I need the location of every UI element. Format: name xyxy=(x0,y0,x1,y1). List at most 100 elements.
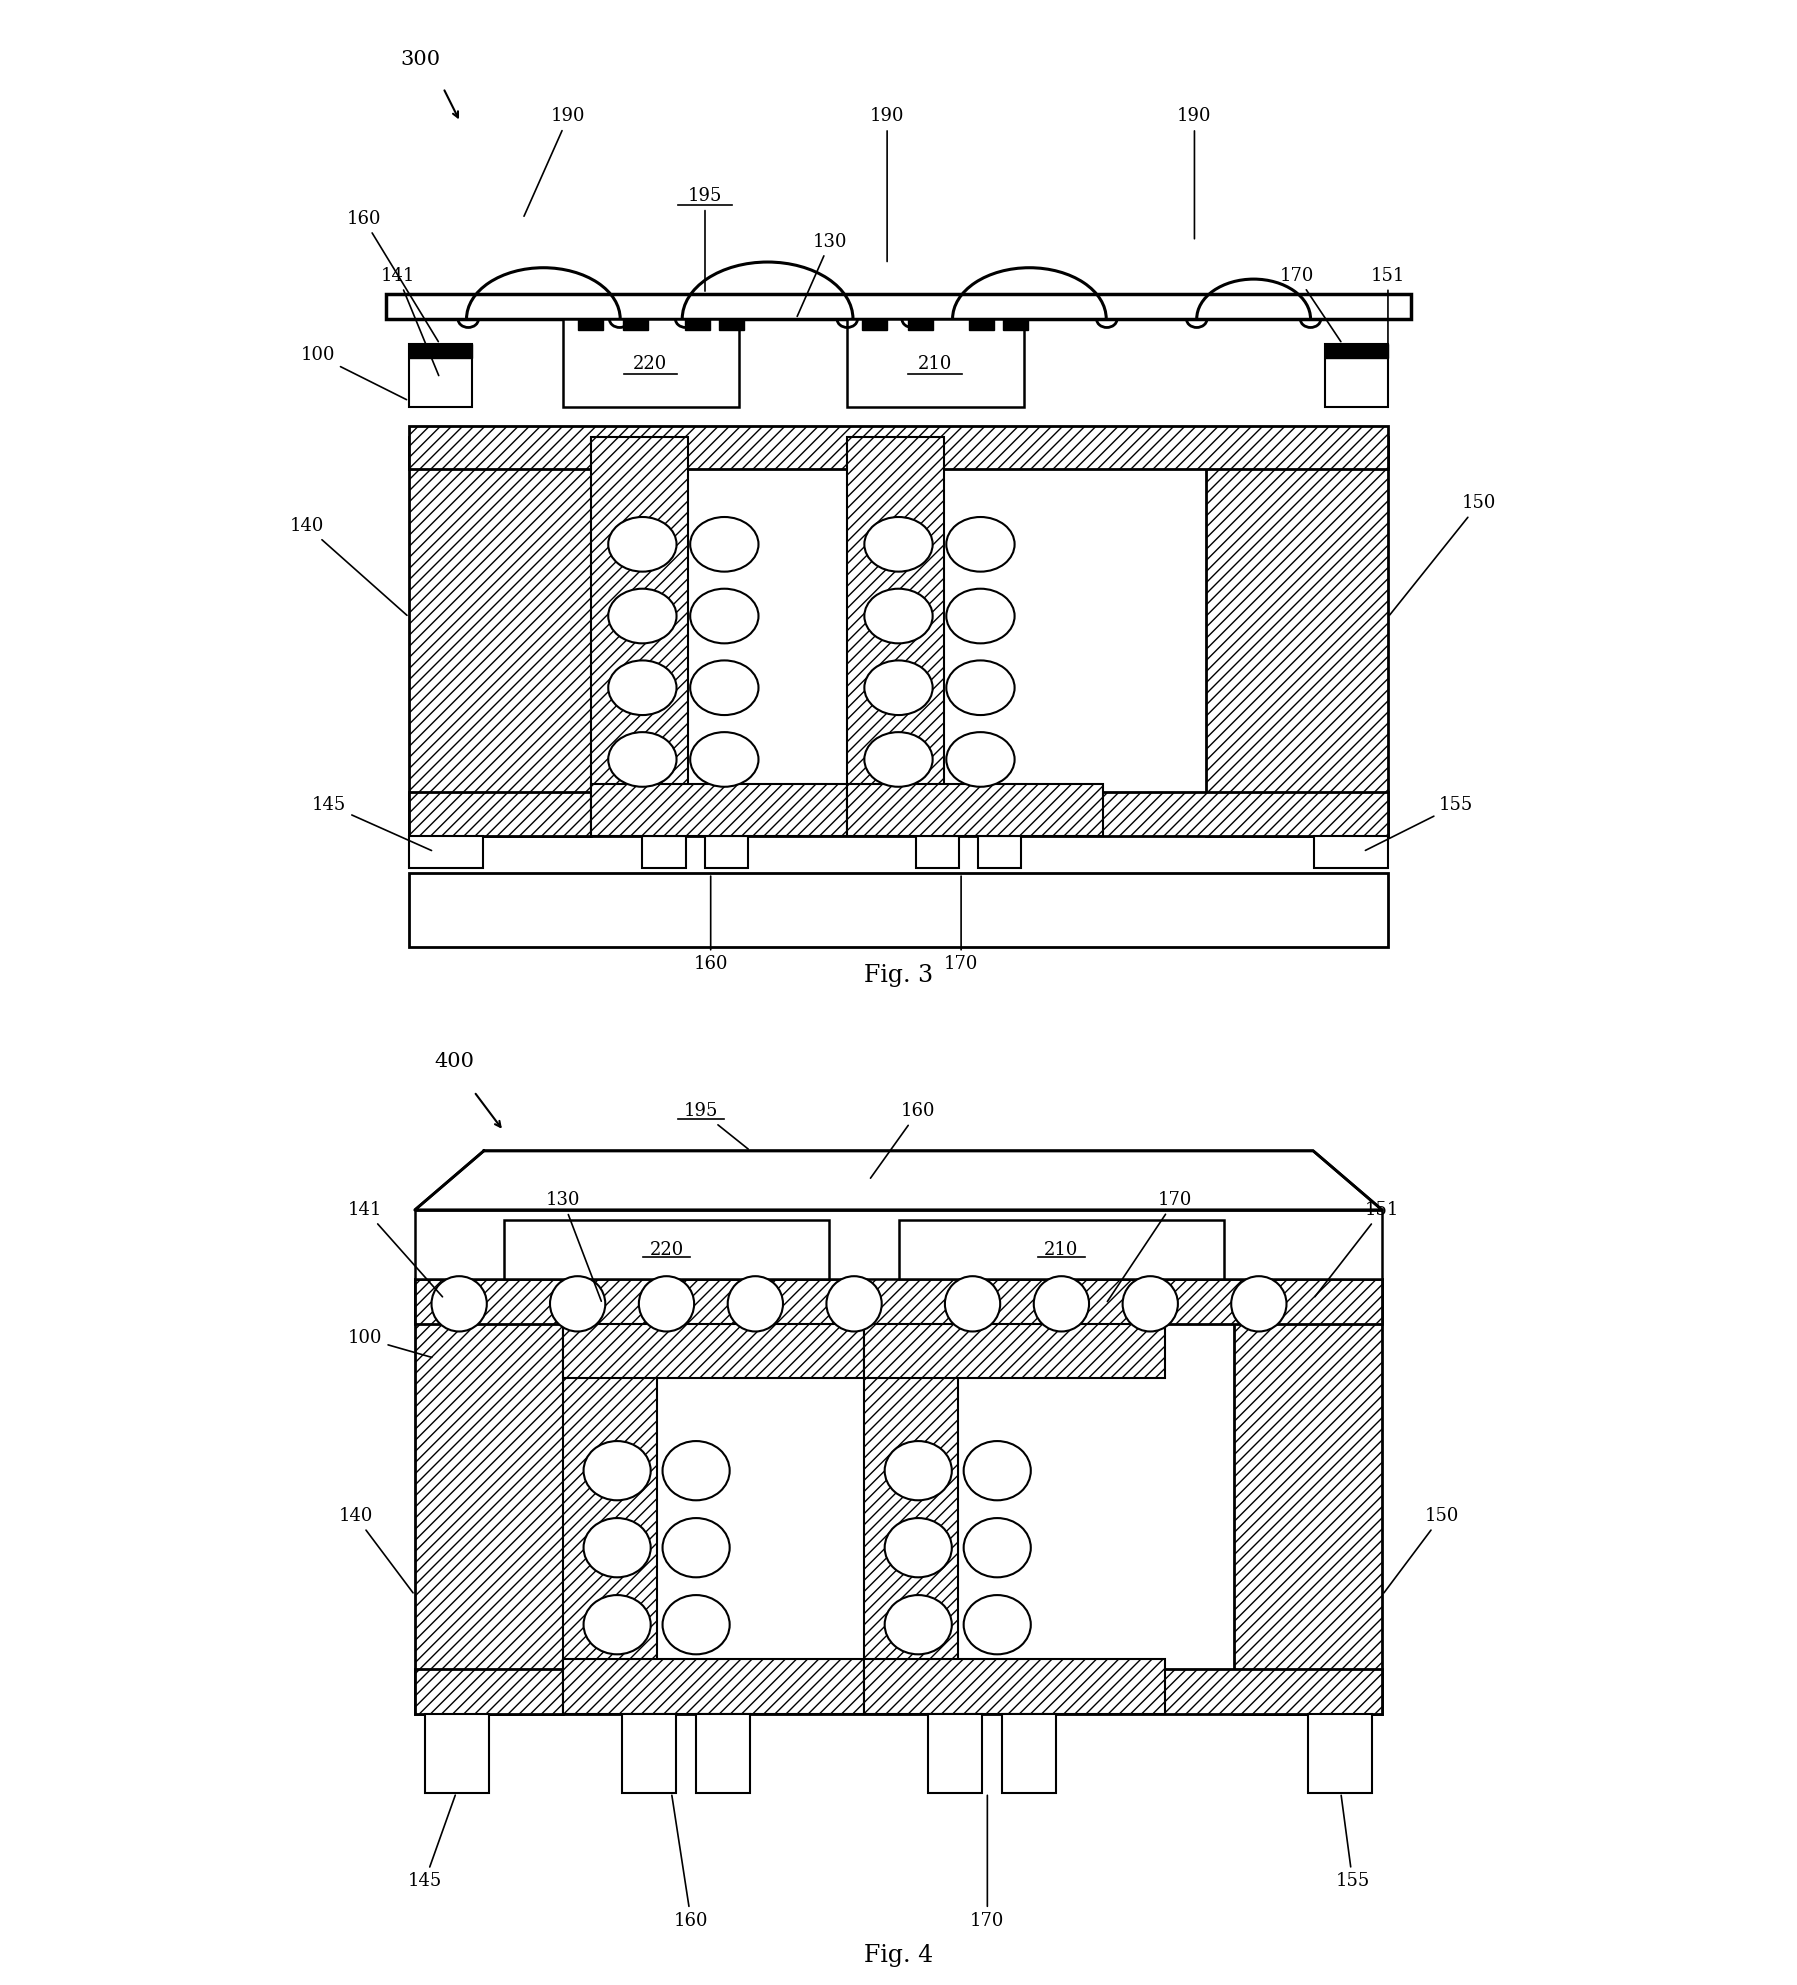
Ellipse shape xyxy=(963,1519,1031,1578)
Text: 100: 100 xyxy=(300,345,406,399)
Ellipse shape xyxy=(827,1276,882,1332)
Bar xyxy=(622,1713,676,1792)
Bar xyxy=(1326,343,1387,407)
Bar xyxy=(1314,836,1387,867)
Ellipse shape xyxy=(864,590,933,643)
Bar xyxy=(562,320,739,407)
Bar xyxy=(577,320,602,330)
Text: 220: 220 xyxy=(649,1241,683,1258)
Ellipse shape xyxy=(431,1276,487,1332)
Bar xyxy=(415,1278,1382,1324)
Bar xyxy=(1235,1278,1382,1713)
Ellipse shape xyxy=(640,1276,694,1332)
Text: 141: 141 xyxy=(349,1201,442,1296)
Text: 190: 190 xyxy=(1177,107,1211,238)
Ellipse shape xyxy=(690,590,758,643)
Text: 151: 151 xyxy=(1315,1201,1400,1296)
Ellipse shape xyxy=(864,516,933,572)
Bar xyxy=(410,437,591,836)
Bar xyxy=(1206,437,1387,836)
Text: Fig. 4: Fig. 4 xyxy=(864,1943,933,1967)
Ellipse shape xyxy=(884,1519,952,1578)
Ellipse shape xyxy=(947,590,1015,643)
Ellipse shape xyxy=(607,590,676,643)
Text: 195: 195 xyxy=(685,1102,748,1149)
Text: 100: 100 xyxy=(349,1330,431,1358)
Bar xyxy=(591,784,846,836)
Bar xyxy=(562,1278,656,1713)
Text: 150: 150 xyxy=(1389,494,1497,615)
Text: 400: 400 xyxy=(435,1052,474,1072)
Text: 170: 170 xyxy=(970,1794,1005,1929)
Bar xyxy=(685,320,710,330)
Text: 151: 151 xyxy=(1371,266,1405,353)
Ellipse shape xyxy=(584,1441,651,1501)
Ellipse shape xyxy=(947,661,1015,715)
Polygon shape xyxy=(415,1151,1382,1211)
Ellipse shape xyxy=(690,661,758,715)
Bar xyxy=(695,1713,751,1792)
Bar xyxy=(562,1324,864,1378)
Ellipse shape xyxy=(963,1441,1031,1501)
Ellipse shape xyxy=(607,516,676,572)
Bar xyxy=(864,1324,1164,1378)
Ellipse shape xyxy=(864,661,933,715)
Ellipse shape xyxy=(690,732,758,786)
Ellipse shape xyxy=(663,1596,730,1654)
Ellipse shape xyxy=(947,516,1015,572)
Ellipse shape xyxy=(728,1276,783,1332)
Text: 170: 170 xyxy=(1279,266,1341,341)
Ellipse shape xyxy=(690,516,758,572)
Text: 155: 155 xyxy=(1366,796,1474,850)
Text: 160: 160 xyxy=(870,1102,936,1179)
Text: Fig. 3: Fig. 3 xyxy=(864,965,933,987)
Ellipse shape xyxy=(963,1596,1031,1654)
Bar xyxy=(916,836,960,867)
Ellipse shape xyxy=(884,1596,952,1654)
Ellipse shape xyxy=(864,732,933,786)
Text: 130: 130 xyxy=(546,1191,602,1302)
Bar xyxy=(864,1659,1164,1713)
Bar xyxy=(927,1713,983,1792)
Bar xyxy=(846,784,1103,836)
Ellipse shape xyxy=(947,732,1015,786)
Bar xyxy=(415,1211,1382,1278)
Text: 220: 220 xyxy=(633,355,667,373)
Bar xyxy=(410,343,471,407)
Text: 300: 300 xyxy=(401,50,440,69)
Ellipse shape xyxy=(550,1276,606,1332)
Bar xyxy=(415,1669,1382,1713)
Bar xyxy=(704,836,748,867)
Text: 145: 145 xyxy=(408,1794,455,1890)
Bar xyxy=(719,320,744,330)
Bar xyxy=(410,792,1387,836)
Bar xyxy=(410,836,483,867)
Text: 140: 140 xyxy=(289,518,406,615)
Bar xyxy=(864,1278,958,1713)
Text: 140: 140 xyxy=(338,1507,413,1592)
Bar xyxy=(846,437,943,836)
Bar xyxy=(846,320,1024,407)
Bar xyxy=(1003,320,1028,330)
Text: 145: 145 xyxy=(313,796,431,850)
Text: 160: 160 xyxy=(672,1794,708,1929)
Bar xyxy=(386,294,1411,320)
Bar xyxy=(410,343,471,357)
Bar xyxy=(424,1713,489,1792)
Text: 190: 190 xyxy=(870,107,904,262)
Text: 160: 160 xyxy=(347,210,438,341)
Text: 160: 160 xyxy=(694,875,728,973)
Text: 210: 210 xyxy=(1044,1241,1078,1258)
Text: 170: 170 xyxy=(943,875,978,973)
Ellipse shape xyxy=(884,1441,952,1501)
Bar xyxy=(410,427,1387,468)
Bar xyxy=(1308,1713,1373,1792)
Bar xyxy=(562,1659,864,1713)
Text: 150: 150 xyxy=(1384,1507,1459,1592)
Ellipse shape xyxy=(584,1596,651,1654)
Ellipse shape xyxy=(945,1276,1001,1332)
Bar xyxy=(591,437,688,836)
Bar xyxy=(642,836,686,867)
Text: 190: 190 xyxy=(525,107,586,216)
Bar xyxy=(503,1221,830,1278)
